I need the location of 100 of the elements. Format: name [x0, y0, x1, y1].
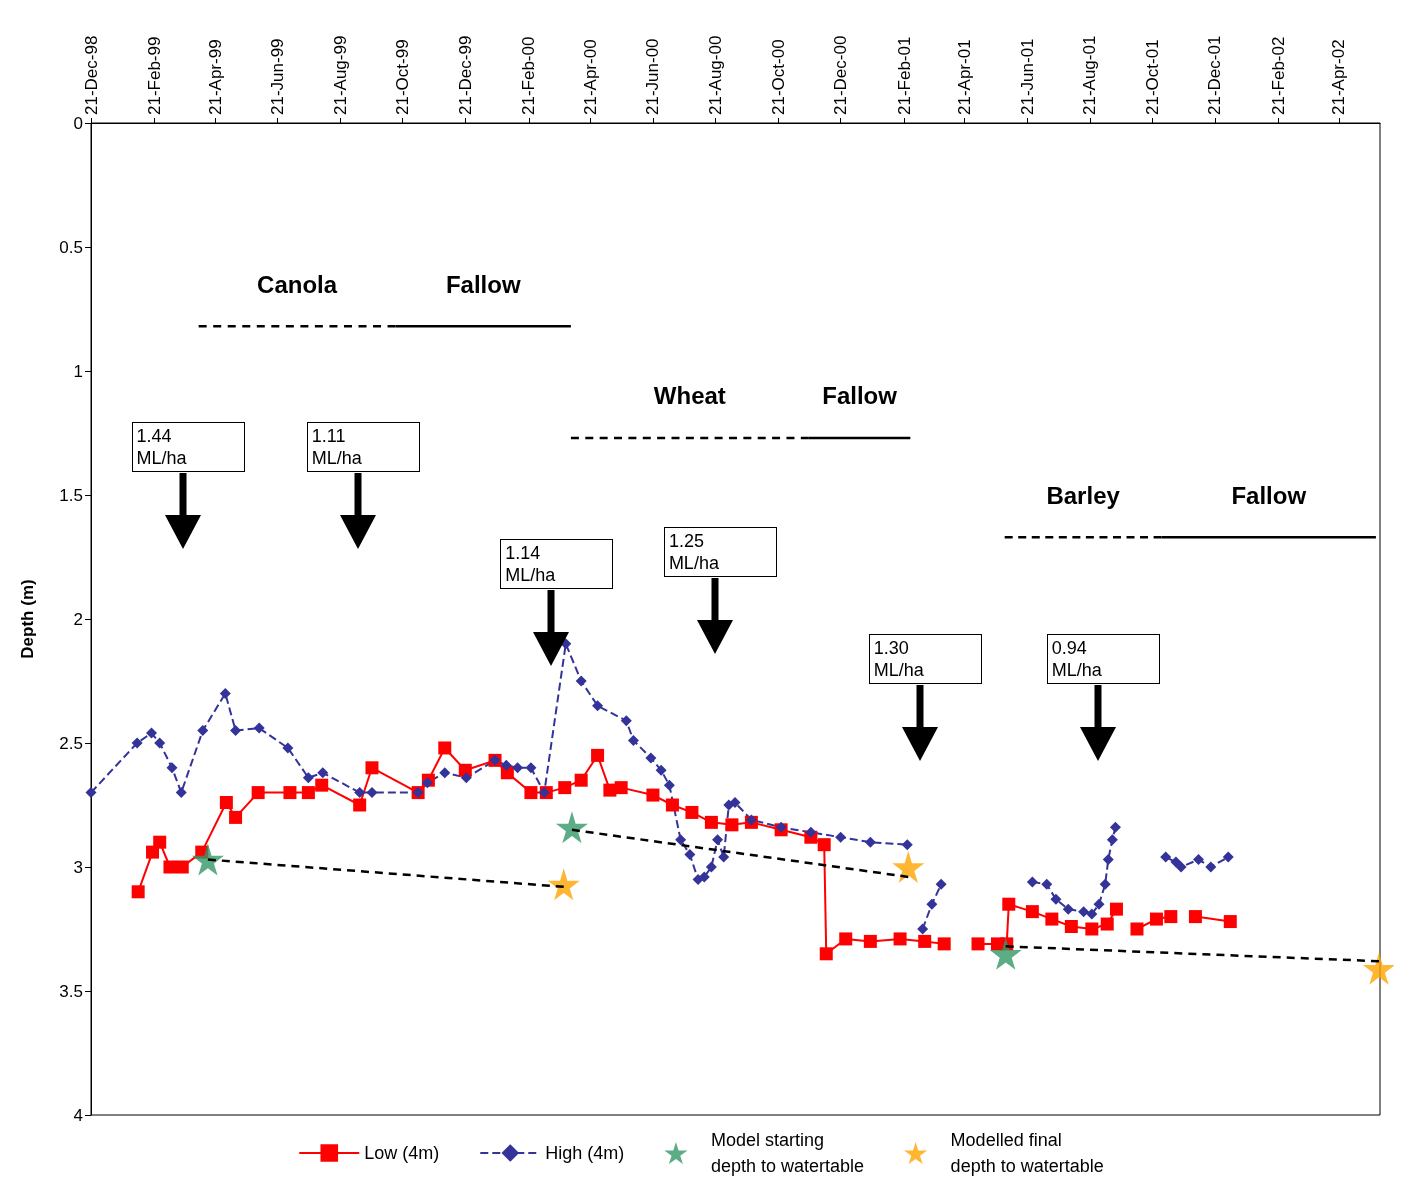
note-box: 0.94 ML/ha	[1046, 633, 1160, 684]
point	[219, 796, 233, 810]
legend-label: Modelled final depth to watertable	[950, 1130, 1104, 1176]
point	[1045, 912, 1059, 926]
legend-label: Model starting depth to watertable	[710, 1130, 865, 1176]
note-box: 1.25 ML/ha	[663, 526, 777, 577]
x-tick-label: 21-Oct-99	[393, 39, 413, 115]
point	[646, 788, 660, 802]
point	[591, 748, 605, 762]
point	[438, 741, 452, 755]
x-tick-label: 21-Jun-01	[1017, 38, 1037, 115]
point	[893, 932, 907, 946]
annotation: 1.30 ML/ha	[873, 636, 925, 681]
point	[555, 811, 588, 844]
point	[817, 838, 831, 852]
x-tick-label: 21-Feb-01	[894, 36, 914, 115]
point	[1130, 922, 1144, 936]
point	[603, 783, 617, 797]
series-label: Fallow	[822, 382, 898, 410]
point	[1025, 905, 1039, 919]
y-tick-label: 2.5	[59, 733, 83, 753]
point	[1085, 922, 1099, 936]
x-tick-label: 21-Feb-00	[519, 36, 539, 115]
point	[839, 932, 853, 946]
x-tick-label: 21-Dec-98	[81, 35, 101, 115]
x-tick-label: 21-Apr-00	[580, 39, 600, 115]
series-label: Barley	[1046, 481, 1121, 509]
annotation: 0.94 ML/ha	[1051, 636, 1103, 681]
x-tick-label: 21-Dec-01	[1205, 35, 1225, 115]
point	[547, 868, 580, 901]
point	[1188, 910, 1202, 924]
y-tick-label: 3.5	[59, 981, 83, 1001]
point	[937, 937, 951, 951]
x-tick-label: 21-Feb-02	[1268, 36, 1288, 115]
annotation: 1.11 ML/ha	[311, 424, 363, 469]
x-tick-label: 21-Oct-01	[1142, 39, 1162, 115]
annotation: 1.44 ML/ha	[136, 424, 188, 469]
point	[1362, 952, 1394, 985]
y-tick-label: 1	[73, 361, 83, 381]
point	[163, 860, 177, 874]
x-tick-label: 21-Aug-99	[330, 35, 350, 115]
point	[1149, 912, 1163, 926]
point	[892, 851, 925, 883]
point	[863, 934, 877, 948]
series-label: Canola	[257, 270, 338, 298]
x-tick-label: 21-Dec-00	[831, 35, 851, 115]
point	[685, 805, 699, 819]
annotation: 1.14 ML/ha	[505, 541, 557, 586]
point	[131, 885, 145, 899]
point	[918, 934, 932, 948]
x-tick-label: 21-Jun-99	[268, 38, 288, 115]
point	[1064, 920, 1078, 934]
point	[191, 843, 224, 876]
y-tick-label: 0	[73, 113, 83, 133]
y-tick-label: 0.5	[59, 237, 83, 257]
note-box: 1.44 ML/ha	[131, 421, 245, 472]
point	[251, 786, 265, 800]
point	[283, 786, 297, 800]
y-tick-label: 2	[73, 609, 83, 629]
point	[989, 937, 1022, 970]
x-tick-label: 21-Apr-02	[1329, 39, 1349, 115]
x-tick-label: 21-Feb-99	[145, 36, 165, 115]
series-label: Wheat	[653, 382, 726, 410]
point	[1100, 917, 1114, 931]
point	[1223, 915, 1237, 929]
note-box: 1.11 ML/ha	[306, 421, 420, 472]
point	[301, 786, 315, 800]
point	[153, 835, 167, 849]
point	[1164, 910, 1178, 924]
legend-label: Low (4m)	[364, 1143, 440, 1163]
series-label: Fallow	[1231, 481, 1307, 509]
y-tick-label: 4	[73, 1105, 83, 1125]
x-tick-label: 21-Aug-01	[1080, 35, 1100, 115]
point	[558, 781, 572, 795]
x-tick-label: 21-Dec-99	[455, 35, 475, 115]
point	[704, 815, 718, 829]
note-box: 1.14 ML/ha	[500, 538, 614, 589]
point	[315, 778, 329, 792]
point	[229, 810, 243, 824]
point	[665, 798, 679, 812]
y-tick-label: 1.5	[59, 485, 83, 505]
point	[574, 773, 588, 787]
x-tick-label: 21-Jun-00	[643, 38, 663, 115]
point	[1002, 897, 1016, 911]
note-box: 1.30 ML/ha	[868, 633, 982, 684]
point	[1109, 902, 1123, 916]
point	[971, 937, 985, 951]
point	[819, 947, 833, 961]
series-label: Fallow	[445, 270, 521, 298]
point	[524, 786, 538, 800]
x-tick-label: 21-Aug-00	[706, 35, 725, 115]
point	[725, 818, 739, 832]
point	[614, 781, 628, 795]
x-tick-label: 21-Apr-99	[205, 39, 225, 115]
y-tick-label: 3	[73, 857, 83, 877]
point	[353, 798, 367, 812]
y-axis-title: Depth (m)	[18, 579, 37, 659]
x-tick-label: 21-Apr-01	[955, 39, 975, 115]
point	[175, 860, 189, 874]
legend-label: High (4m)	[545, 1143, 625, 1163]
